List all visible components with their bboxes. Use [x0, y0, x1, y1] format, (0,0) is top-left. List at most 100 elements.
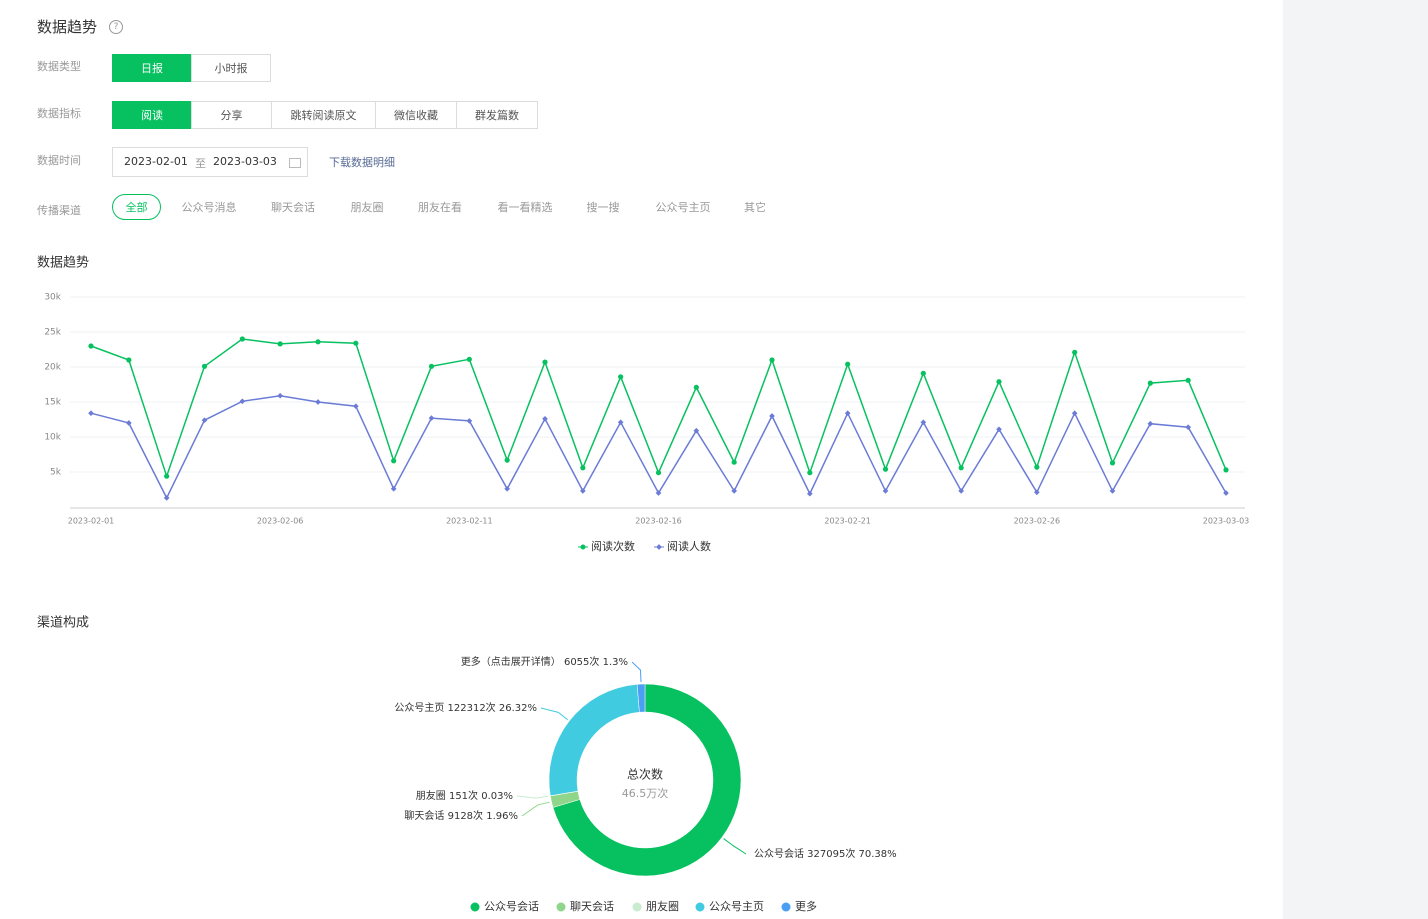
center-value: 46.5万次 — [622, 786, 669, 800]
point — [201, 363, 208, 369]
point — [1109, 488, 1116, 494]
point — [731, 488, 737, 494]
leader-line — [516, 795, 549, 799]
legend-label: 公众号主页 — [709, 900, 764, 913]
page-title: 数据趋势 — [37, 18, 98, 36]
point — [920, 370, 926, 376]
channel-option[interactable]: 聊天会话 — [271, 201, 315, 214]
point — [1072, 349, 1078, 355]
download-link[interactable]: 下载数据明细 — [329, 156, 395, 169]
point — [807, 490, 813, 497]
legend-marker — [695, 902, 705, 912]
point — [542, 359, 548, 365]
donut-slice — [636, 683, 646, 713]
x-tick-label: 2023-02-11 — [446, 517, 493, 526]
point — [239, 336, 245, 342]
leader-line — [723, 838, 747, 855]
point — [844, 410, 851, 417]
point — [882, 466, 889, 472]
point — [693, 427, 700, 434]
point — [391, 458, 397, 464]
filter-label: 传播渠道 — [37, 204, 81, 217]
channel-option[interactable]: 朋友在看 — [418, 201, 462, 214]
y-tick-label: 15k — [44, 398, 61, 408]
point — [504, 485, 510, 492]
channel-option[interactable]: 公众号消息 — [181, 201, 237, 214]
channel-option[interactable]: 朋友圈 — [350, 201, 384, 214]
point — [353, 340, 359, 346]
option-button[interactable]: 小时报 — [191, 54, 271, 82]
point — [1185, 424, 1191, 431]
point — [1034, 489, 1040, 496]
point — [353, 403, 359, 410]
end-date: 2023-03-03 — [213, 155, 277, 168]
point — [466, 356, 472, 362]
legend-marker — [556, 902, 566, 912]
legend-marker — [632, 902, 642, 912]
legend-label: 朋友圈 — [646, 899, 679, 913]
point — [958, 488, 964, 494]
donut-slice — [552, 683, 742, 877]
point — [731, 459, 737, 465]
center-title: 总次数 — [627, 767, 663, 782]
channel-option[interactable]: 全部 — [112, 194, 161, 220]
point — [1147, 420, 1154, 427]
x-tick-label: 2023-02-26 — [1014, 517, 1061, 526]
filter-label: 数据时间 — [37, 154, 81, 167]
filter-label: 数据指标 — [37, 107, 81, 120]
charts: 数据趋势 渠道构成 5k 10k 15k 20k 25k 30k 2023-02-01 202… — [37, 255, 1250, 914]
point — [239, 398, 246, 405]
point — [920, 419, 927, 426]
date-range[interactable]: 2023-02-01 至 2023-03-03 — [112, 147, 308, 177]
donut-slice — [548, 684, 640, 797]
point — [769, 357, 775, 363]
option-button[interactable]: 群发篇数 — [456, 101, 538, 129]
point — [769, 413, 775, 419]
point — [655, 470, 662, 476]
data-label: 公众号主页 122312次 26.32% — [394, 701, 537, 714]
point — [88, 343, 94, 349]
calendar-icon — [289, 158, 301, 168]
point — [126, 420, 132, 426]
point — [580, 465, 586, 471]
channel-option[interactable]: 搜一搜 — [586, 201, 620, 214]
chart-title: 渠道构成 — [37, 616, 89, 631]
y-tick-label: 30k — [44, 293, 61, 303]
y-tick-label: 10k — [44, 433, 61, 443]
option-button[interactable]: 分享 — [191, 101, 272, 129]
point — [315, 339, 321, 345]
legend-marker — [470, 902, 480, 912]
point — [1109, 460, 1116, 466]
point — [163, 495, 170, 501]
point — [542, 415, 548, 422]
main-panel: 数据趋势 ? 数据类型 日报 小时报 数据指标 阅读 分享 跳转阅读原文 微信收… — [0, 0, 1283, 919]
option-button[interactable]: 跳转阅读原文 — [271, 101, 376, 129]
option-button[interactable]: 微信收藏 — [375, 101, 457, 129]
point — [618, 374, 624, 380]
channel-option[interactable]: 公众号主页 — [655, 201, 711, 214]
channel-option[interactable]: 其它 — [744, 201, 766, 214]
point — [466, 418, 473, 424]
data-label: 聊天会话 9128次 1.96% — [404, 809, 518, 822]
legend-marker — [580, 544, 586, 550]
point — [1185, 377, 1191, 383]
channel-option[interactable]: 看一看精选 — [497, 201, 553, 214]
chart-title: 数据趋势 — [37, 255, 89, 271]
filter-label: 数据类型 — [37, 60, 81, 73]
point — [1034, 464, 1040, 470]
option-button[interactable]: 阅读 — [112, 101, 192, 129]
y-tick-label: 5k — [50, 468, 62, 478]
x-tick-label: 2023-03-03 — [1203, 517, 1250, 526]
data-label: 朋友圈 151次 0.03% — [416, 789, 513, 802]
point — [201, 417, 208, 424]
legend-label: 公众号会话 — [484, 900, 539, 913]
point — [655, 490, 662, 496]
help-icon[interactable]: ? — [109, 20, 123, 34]
point — [164, 473, 170, 479]
data-label: 公众号会话 327095次 70.38% — [754, 847, 897, 860]
legend-label: 阅读人数 — [667, 539, 711, 553]
y-tick-label: 25k — [44, 328, 61, 338]
option-button[interactable]: 日报 — [112, 54, 192, 82]
point — [1223, 467, 1229, 473]
